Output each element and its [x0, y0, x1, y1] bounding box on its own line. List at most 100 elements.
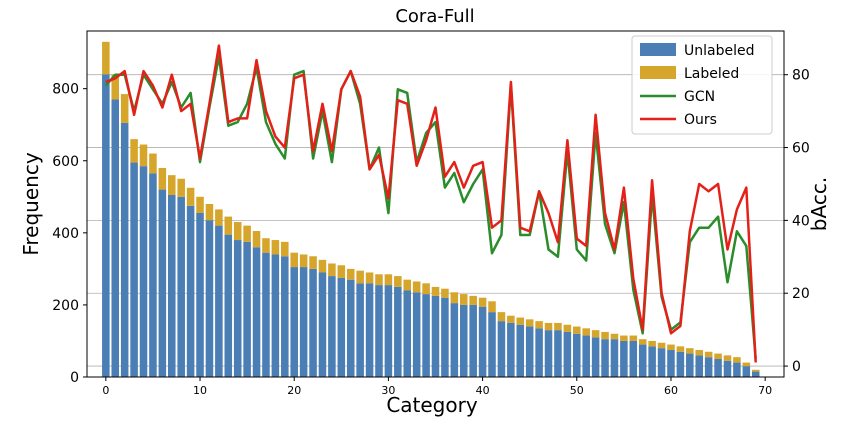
bar-unlabeled [328, 276, 336, 377]
y-tick-label: 800 [52, 82, 79, 98]
bar-unlabeled [733, 362, 741, 377]
chart-title: Cora-Full [395, 6, 474, 27]
bar-unlabeled [629, 340, 638, 377]
bar-labeled [111, 74, 120, 100]
legend-label-unlabeled: Unlabeled [684, 43, 754, 59]
bar-labeled [686, 348, 694, 354]
bar-unlabeled [507, 322, 515, 377]
bar-unlabeled [403, 290, 412, 377]
bar-labeled [469, 295, 477, 305]
x-tick-label: 40 [476, 384, 490, 397]
bar-labeled [328, 263, 336, 277]
bar-unlabeled [177, 196, 185, 377]
bar-unlabeled [620, 340, 628, 377]
bar-unlabeled [252, 247, 261, 377]
x-tick-label: 10 [193, 384, 207, 397]
bar-labeled [318, 259, 327, 273]
bar-unlabeled [186, 205, 195, 377]
y-axis-label: Frequency [19, 152, 43, 255]
x-tick-label: 60 [664, 384, 678, 397]
bar-unlabeled [205, 220, 214, 377]
bar-labeled [638, 339, 647, 345]
bar-labeled [196, 196, 204, 214]
bar-unlabeled [139, 166, 148, 377]
bar-labeled [365, 272, 374, 284]
y-tick-label: 0 [70, 370, 79, 386]
bar-unlabeled [638, 344, 647, 377]
bar-labeled [573, 326, 581, 334]
bar-labeled [488, 301, 496, 313]
bar-unlabeled [591, 337, 600, 377]
bar-labeled [252, 231, 261, 248]
bar-labeled [601, 331, 609, 340]
bar-unlabeled [554, 330, 562, 377]
bar-labeled [591, 330, 600, 338]
bar-unlabeled [375, 285, 383, 377]
bar-labeled [403, 279, 412, 291]
bar-labeled [149, 153, 157, 174]
bar-labeled [431, 286, 440, 296]
bar-labeled [657, 342, 666, 349]
bar-unlabeled [488, 312, 496, 377]
bar-labeled [648, 340, 656, 347]
bar-unlabeled [695, 355, 703, 377]
bar-unlabeled [290, 267, 298, 377]
axis-layer: 0 10 20 30 40 50 60 70 0 200 400 600 800 0 20 40 60 80 [52, 68, 810, 397]
line-ours [105, 44, 757, 363]
bar-unlabeled [582, 335, 590, 377]
bar-unlabeled [318, 272, 327, 377]
bar-unlabeled [394, 286, 402, 377]
bar-labeled [563, 324, 572, 332]
bar-labeled [676, 346, 685, 352]
bar-unlabeled [233, 240, 242, 377]
bar-labeled [139, 144, 148, 167]
bar-unlabeled [667, 349, 675, 377]
bar-unlabeled [281, 256, 289, 377]
bar-labeled [290, 252, 298, 268]
bar-unlabeled [441, 297, 449, 377]
x-tick-label: 30 [381, 384, 395, 397]
bar-labeled [177, 178, 185, 197]
bar-labeled [412, 281, 421, 293]
legend-swatch-labeled [640, 66, 676, 79]
bar-unlabeled [422, 294, 430, 377]
bar-unlabeled [224, 234, 233, 377]
bar-unlabeled [299, 267, 308, 377]
bar-labeled [714, 353, 722, 359]
bar-labeled [478, 297, 487, 307]
bar-unlabeled [149, 173, 157, 377]
bar-labeled [459, 294, 468, 305]
bar-unlabeled [610, 339, 619, 377]
legend-label-gcn: GCN [684, 89, 715, 105]
bar-labeled [158, 167, 167, 190]
bar-labeled [497, 312, 506, 322]
bar-unlabeled [742, 366, 751, 377]
legend-label-ours: Ours [684, 112, 717, 128]
bar-unlabeled [111, 99, 120, 378]
bar-labeled [441, 288, 449, 298]
bar-unlabeled [723, 360, 732, 377]
y-right-tick-label: 60 [792, 141, 810, 157]
bar-unlabeled [535, 328, 543, 377]
y-tick-label: 400 [52, 226, 79, 242]
y-tick-label: 600 [52, 154, 79, 170]
bar-unlabeled [686, 353, 694, 377]
bar-unlabeled [346, 279, 355, 377]
bar-labeled [629, 335, 638, 341]
bar-unlabeled [130, 162, 138, 377]
bar-unlabeled [120, 122, 129, 377]
legend-box [631, 35, 773, 135]
bar-unlabeled [676, 351, 685, 377]
bar-unlabeled [215, 225, 223, 377]
bar-labeled [751, 369, 760, 372]
bar-unlabeled [262, 252, 270, 377]
bar-labeled [233, 222, 242, 241]
bar-labeled [450, 292, 459, 304]
bar-labeled [667, 344, 675, 350]
bar-labeled [384, 274, 393, 286]
bar-labeled [120, 94, 129, 123]
y-axis-right-label: bAcc. [807, 177, 831, 231]
bar-labeled [309, 256, 317, 269]
bar-unlabeled [544, 330, 553, 377]
